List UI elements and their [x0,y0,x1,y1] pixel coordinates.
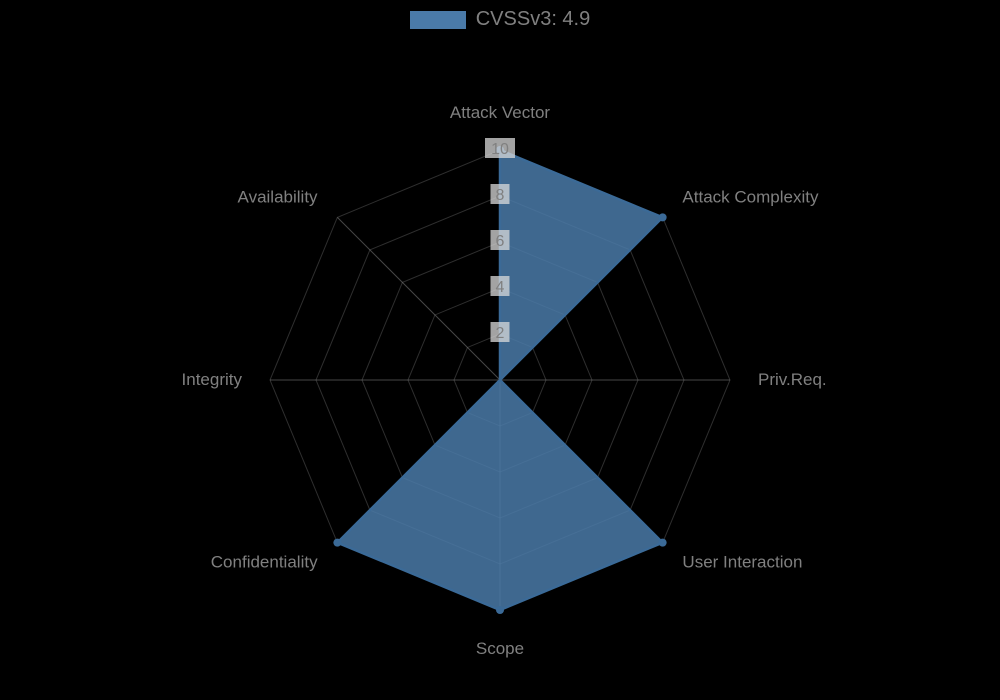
tick-label: 6 [496,233,505,250]
tick-label: 4 [496,279,505,296]
axis-label: Confidentiality [211,552,318,571]
data-point [333,539,341,547]
legend-label: CVSSv3: 4.9 [476,8,591,31]
tick-label: 2 [496,325,505,342]
data-point [659,213,667,221]
legend: CVSSv3: 4.9 [0,8,1000,31]
axis-label: Scope [476,639,524,658]
axis-label: Attack Vector [450,103,550,122]
axis-label: Integrity [182,370,243,389]
axis-label: User Interaction [682,552,802,571]
radar-chart-container: CVSSv3: 4.9 Attack Vector Attack Complexi… [0,0,1000,700]
legend-swatch [410,11,466,29]
tick-label: 10 [491,141,509,158]
radar-chart: Attack Vector Attack Complexity Priv.Req. U… [0,0,1000,700]
axis-label: Priv.Req. [758,370,827,389]
axis-label: Availability [238,188,319,207]
data-point [659,539,667,547]
data-point [496,606,504,614]
axis-label: Attack Complexity [682,188,819,207]
tick-label: 8 [496,187,505,204]
